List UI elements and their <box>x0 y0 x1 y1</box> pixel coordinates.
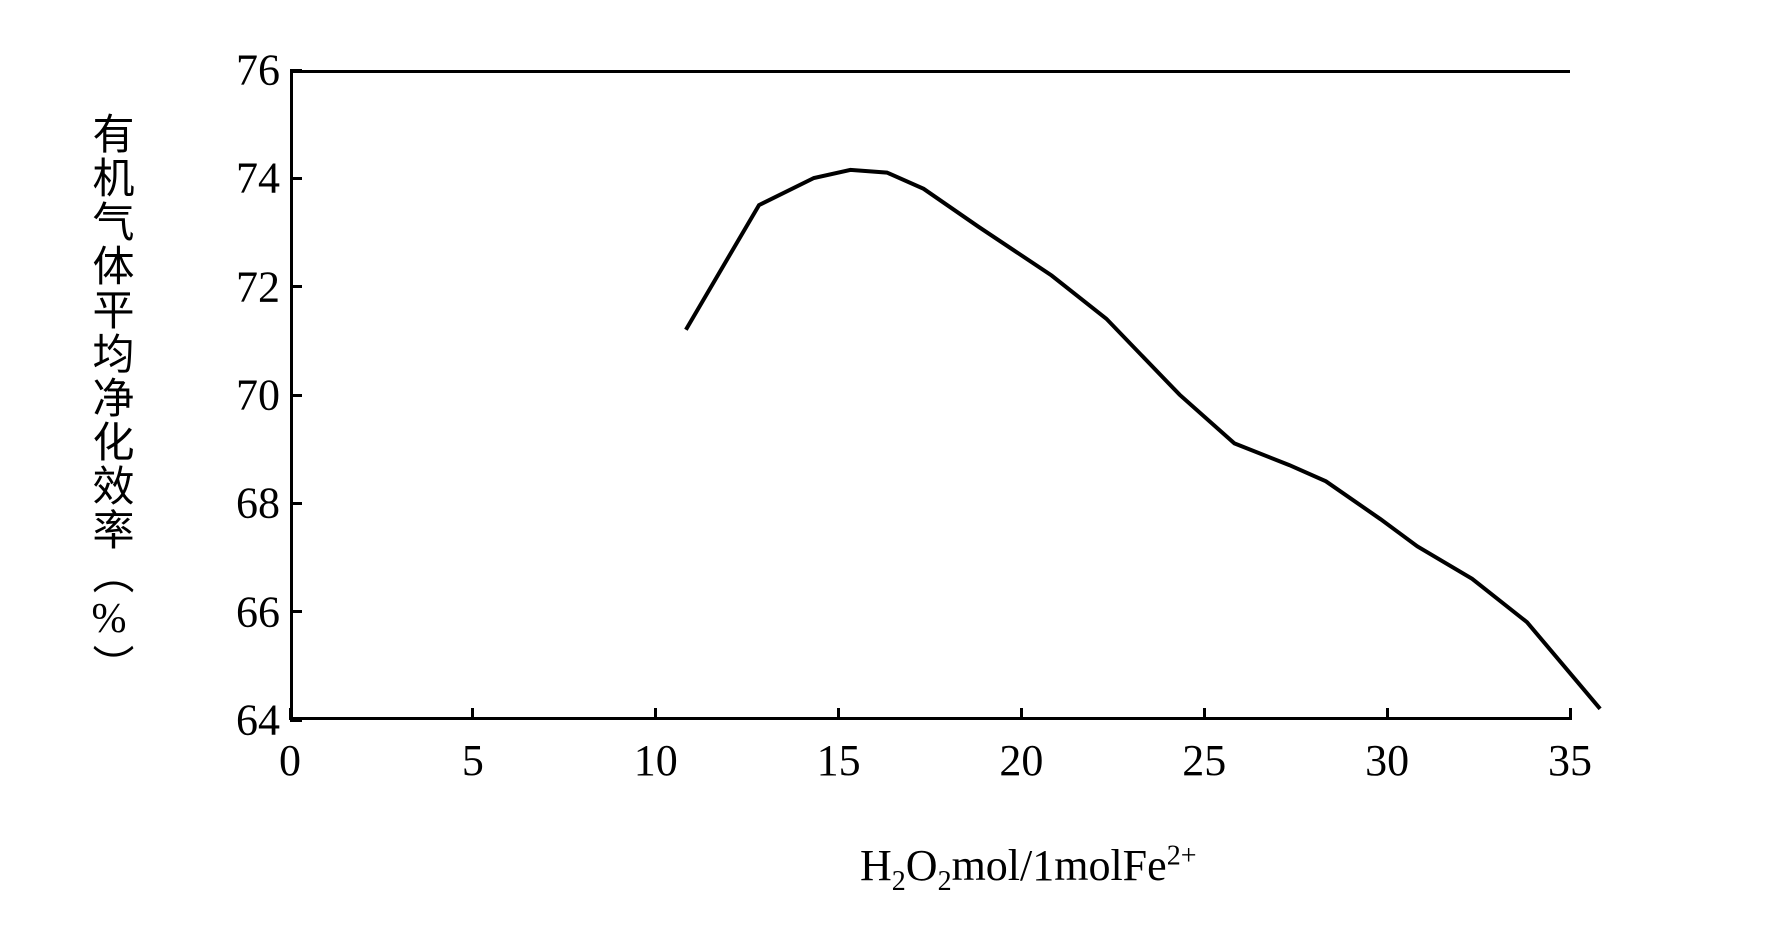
x-tick-label: 5 <box>462 735 484 786</box>
chart-container: 有机气体平均净化效率（%） 64 66 68 70 72 74 76 0 5 10 15 20 25 3… <box>80 30 1680 910</box>
y-tick <box>290 285 302 288</box>
y-tick-label: 64 <box>236 695 280 746</box>
y-tick <box>290 177 302 180</box>
x-tick <box>837 708 840 720</box>
x-tick <box>1203 708 1206 720</box>
y-tick-label: 70 <box>236 370 280 421</box>
y-axis-label: 有机气体平均净化效率（%） <box>80 90 140 710</box>
y-tick <box>290 719 302 722</box>
y-tick-label: 72 <box>236 261 280 312</box>
x-tick <box>289 708 292 720</box>
x-tick-label: 15 <box>817 735 861 786</box>
x-axis-label: H2O2mol/1molFe2+ <box>860 840 1196 898</box>
y-tick-label: 68 <box>236 478 280 529</box>
x-tick <box>1386 708 1389 720</box>
y-tick <box>290 394 302 397</box>
x-tick-label: 30 <box>1365 735 1409 786</box>
line-series <box>503 113 1772 763</box>
plot-area <box>290 70 1570 720</box>
x-tick-label: 25 <box>1182 735 1226 786</box>
y-tick <box>290 610 302 613</box>
y-tick-label: 66 <box>236 586 280 637</box>
y-tick-label: 76 <box>236 45 280 96</box>
x-tick <box>1020 708 1023 720</box>
y-tick-label: 74 <box>236 153 280 204</box>
x-tick-label: 35 <box>1548 735 1592 786</box>
x-tick <box>471 708 474 720</box>
y-tick <box>290 502 302 505</box>
y-tick <box>290 69 302 72</box>
x-tick <box>1569 708 1572 720</box>
x-tick-label: 10 <box>634 735 678 786</box>
x-tick-label: 0 <box>279 735 301 786</box>
x-tick-label: 20 <box>999 735 1043 786</box>
x-tick <box>654 708 657 720</box>
